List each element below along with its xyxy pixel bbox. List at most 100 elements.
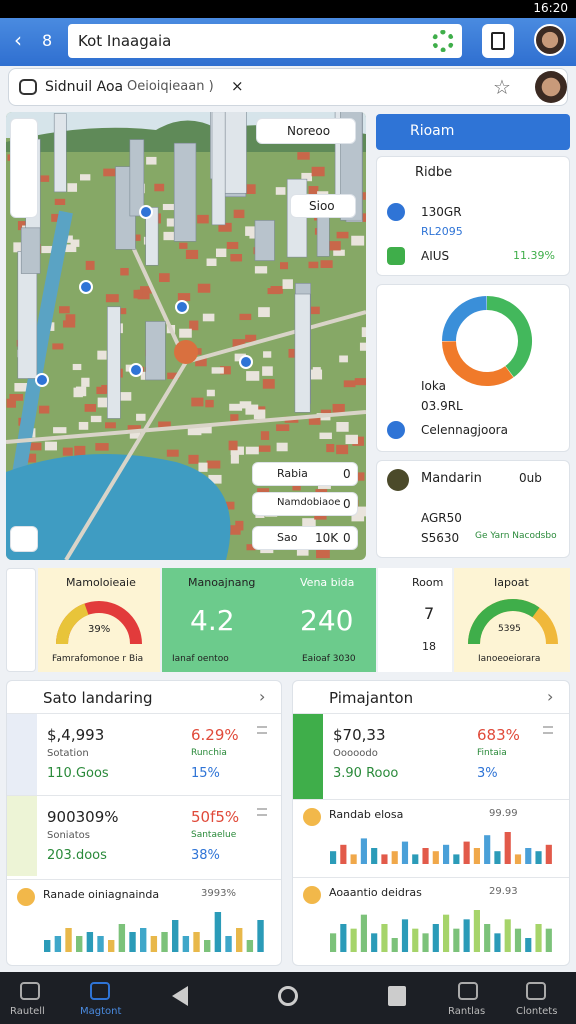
house — [282, 279, 293, 289]
nav-icon[interactable] — [20, 982, 40, 1000]
house — [257, 488, 270, 495]
nav-icon[interactable] — [90, 982, 110, 1000]
stat-row: 900309% Soniatos 203.doos 50f5% Santaelue 38% — [7, 795, 281, 876]
clipboard-button[interactable] — [482, 24, 514, 58]
house — [320, 260, 333, 268]
bar — [371, 933, 378, 952]
house — [211, 367, 224, 374]
tower — [53, 113, 67, 193]
app-bar: ‹ 8 Kot Inaagaia — [0, 18, 576, 66]
bar — [484, 924, 491, 952]
legend-item[interactable]: Namdobiaoe 0 — [252, 492, 358, 516]
settings-icon[interactable] — [432, 30, 454, 52]
legend-extra: 0 — [343, 531, 351, 545]
back-button[interactable]: ‹ — [14, 28, 22, 52]
house — [351, 235, 365, 246]
house — [97, 350, 107, 360]
count: 203.doos — [47, 848, 107, 863]
search-box[interactable]: Kot Inaagaia — [68, 24, 462, 58]
bar — [422, 848, 429, 864]
house — [254, 266, 268, 274]
count: 110.Goos — [47, 766, 109, 781]
map[interactable]: Noreoo Sioo Rabia 0 Namdobiaoe 0 Sao 10K 0 — [6, 112, 366, 560]
bar — [225, 936, 232, 952]
house — [179, 328, 192, 338]
house — [198, 426, 212, 434]
house — [246, 371, 260, 381]
bar — [65, 928, 72, 952]
house — [260, 431, 270, 440]
house — [233, 209, 245, 219]
house — [166, 218, 179, 227]
metric-title: Mamoloieaie — [66, 576, 136, 589]
chart-title: Aoaantio deidras — [329, 886, 422, 899]
percent-2: 15% — [191, 766, 220, 781]
house — [62, 320, 76, 328]
bar — [514, 928, 522, 952]
recent-key[interactable] — [388, 986, 406, 1006]
bar — [86, 932, 94, 952]
bar — [129, 932, 136, 952]
bar — [525, 938, 532, 952]
bar — [443, 844, 450, 864]
panel-title: Sato landaring — [43, 689, 153, 707]
language-title: Mandarin — [421, 471, 482, 486]
map-image — [6, 112, 366, 560]
house — [78, 421, 89, 430]
legend-label: Namdobiaoe — [277, 497, 341, 508]
donut-segment — [442, 296, 488, 342]
nav-icon[interactable] — [458, 982, 478, 1000]
amount-sub: Soniatos — [47, 830, 90, 841]
legend-item[interactable]: Sao 10K 0 — [252, 526, 358, 550]
locate-button[interactable] — [10, 526, 38, 552]
bar — [172, 920, 179, 952]
chip-label: Sioo — [309, 199, 335, 213]
map-chip[interactable]: Noreoo — [256, 118, 356, 144]
nav-icon[interactable] — [526, 982, 546, 1000]
close-button[interactable]: × — [231, 77, 244, 95]
star-button[interactable]: ☆ — [493, 75, 511, 99]
percent: 50f5% — [191, 808, 240, 826]
metric-footer: Ianoeoeiorara — [478, 654, 541, 664]
bar — [350, 854, 357, 864]
house — [206, 258, 217, 266]
bar — [360, 914, 367, 952]
summary-sub: RL2095 — [421, 225, 463, 238]
house — [215, 248, 227, 258]
house — [205, 399, 214, 408]
bar — [535, 924, 542, 952]
tower — [107, 306, 121, 419]
house — [245, 334, 257, 343]
location-name: Sidnuil Aoa — [45, 79, 124, 95]
language-sub: S5630 — [421, 531, 460, 545]
house — [74, 445, 86, 456]
house — [84, 404, 97, 412]
house — [197, 283, 211, 293]
house — [38, 405, 50, 414]
avatar[interactable] — [534, 24, 566, 56]
house — [177, 293, 191, 302]
home-key[interactable] — [278, 986, 298, 1006]
tower — [294, 293, 311, 413]
bar — [504, 832, 511, 864]
house — [206, 389, 215, 397]
house — [336, 421, 349, 432]
bars — [44, 912, 264, 952]
percent-sub: Fintaia — [477, 748, 507, 758]
house — [232, 339, 246, 349]
house — [185, 249, 199, 259]
back-key[interactable] — [172, 986, 188, 1006]
house — [316, 549, 330, 559]
count: 3.90 Rooo — [333, 766, 399, 781]
house — [308, 417, 321, 425]
house — [234, 353, 246, 362]
nav-bar: Rautell Magtont Rantlas Clontets — [0, 972, 576, 1024]
legend-item[interactable]: Rabia 0 — [252, 462, 358, 486]
bar — [504, 919, 511, 952]
map-chip[interactable]: Sioo — [290, 194, 356, 218]
house — [44, 441, 57, 451]
row-icon — [7, 796, 37, 876]
house — [70, 239, 80, 247]
house — [133, 289, 143, 299]
icon — [303, 808, 321, 826]
